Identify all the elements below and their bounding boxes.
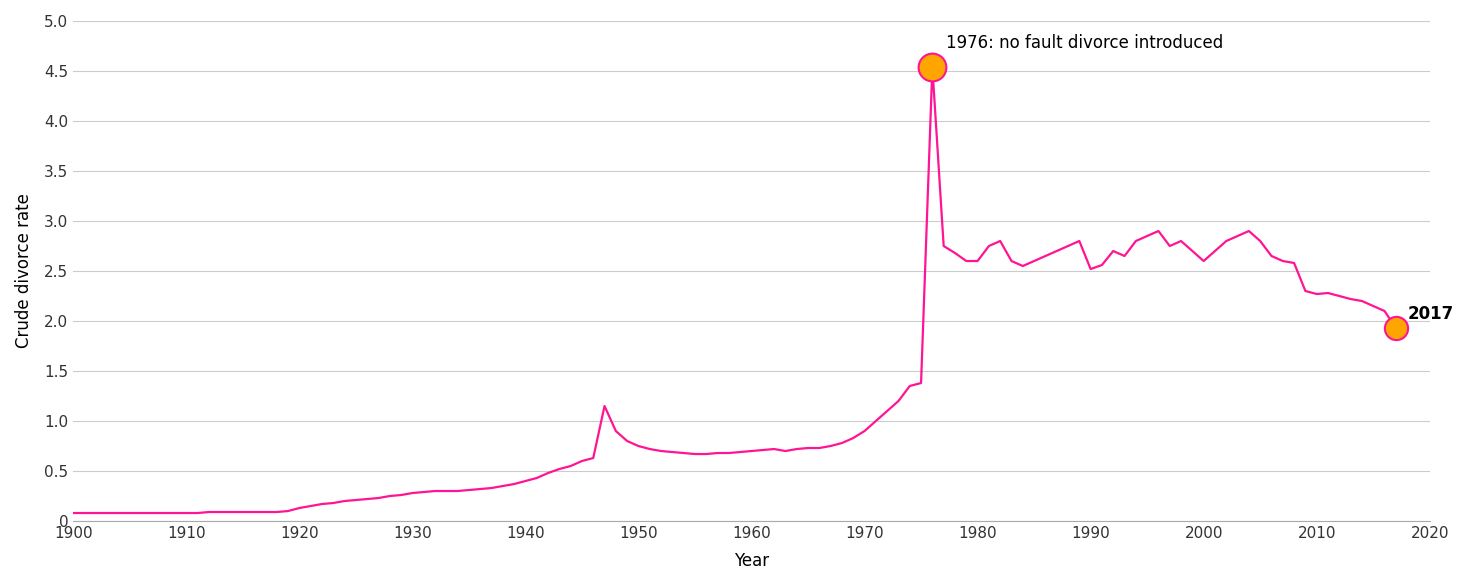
Point: [1384, 324, 1407, 333]
Text: 1976: no fault divorce introduced: 1976: no fault divorce introduced: [946, 34, 1223, 52]
Text: 2017: 2017: [1407, 305, 1453, 323]
Y-axis label: Crude divorce rate: Crude divorce rate: [15, 194, 32, 349]
X-axis label: Year: Year: [735, 552, 768, 570]
Text: 1976: no fault divorce introduced: 1976: no fault divorce introduced: [944, 31, 1220, 49]
Point: [920, 63, 944, 72]
